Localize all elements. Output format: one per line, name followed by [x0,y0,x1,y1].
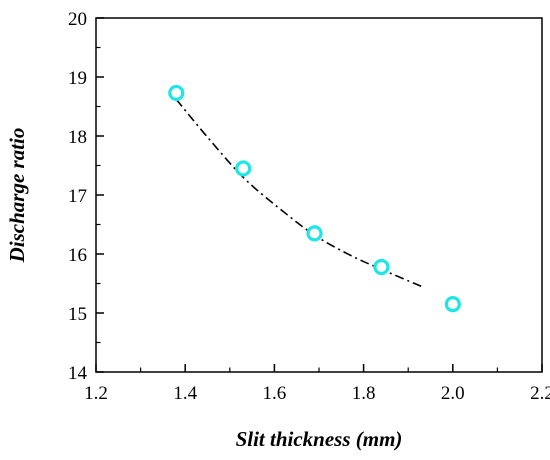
y-tick-label: 19 [68,68,87,89]
data-point [306,225,323,242]
tick-labels: 1.2 1.4 1.6 1.8 2.0 2.2 14 15 16 17 18 19 20 [68,9,550,404]
x-tick-label: 2.2 [530,383,550,404]
x-tick-label: 1.2 [84,383,108,404]
data-point [444,296,461,313]
x-tick-label: 2.0 [441,383,465,404]
y-axis-title: Discharge ratio [5,128,29,264]
y-tick-label: 17 [68,186,87,207]
plot-frame [95,17,543,373]
y-tick-label: 20 [68,9,87,30]
y-tick-label: 15 [68,304,87,325]
data-point [168,84,185,102]
data-points [168,84,461,313]
x-tick-label: 1.8 [352,383,376,404]
data-point [373,258,390,276]
y-tick-label: 16 [68,245,87,266]
x-tick-label: 1.6 [263,383,287,404]
y-tick-label: 14 [68,363,88,384]
axis-ticks [95,17,543,373]
fit-line [175,98,422,288]
data-point [235,160,252,177]
x-axis-title: Slit thickness (mm) [236,427,403,451]
x-tick-label: 1.4 [173,383,197,404]
y-tick-label: 18 [68,127,87,148]
